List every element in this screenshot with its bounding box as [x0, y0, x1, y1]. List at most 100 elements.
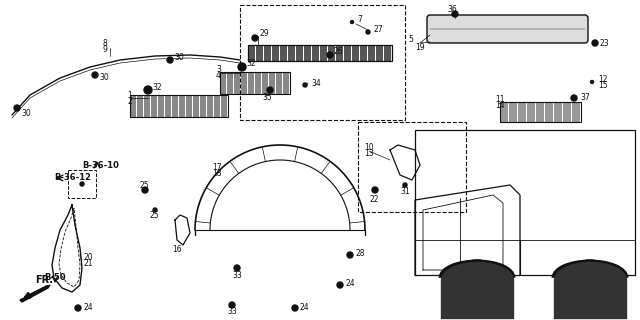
- Bar: [500, 102, 508, 122]
- Text: 3: 3: [216, 66, 221, 75]
- Text: 26: 26: [334, 47, 344, 57]
- Bar: [240, 5, 405, 120]
- FancyBboxPatch shape: [427, 15, 588, 43]
- Bar: [312, 45, 319, 61]
- Bar: [248, 45, 255, 61]
- Text: 14: 14: [495, 101, 504, 110]
- Bar: [130, 95, 228, 117]
- Text: 18: 18: [212, 170, 221, 179]
- Bar: [165, 95, 171, 117]
- Bar: [241, 72, 247, 94]
- Bar: [509, 102, 517, 122]
- Bar: [214, 95, 220, 117]
- Bar: [186, 95, 192, 117]
- Text: 15: 15: [598, 82, 607, 91]
- Bar: [207, 95, 213, 117]
- Text: 29: 29: [259, 29, 269, 38]
- Text: 4: 4: [216, 71, 221, 81]
- Circle shape: [366, 30, 370, 34]
- Circle shape: [167, 57, 173, 63]
- Text: FR.: FR.: [35, 275, 53, 285]
- Bar: [536, 102, 544, 122]
- Bar: [220, 72, 290, 94]
- Text: B-36-10: B-36-10: [82, 162, 119, 171]
- Bar: [376, 45, 383, 61]
- Text: 33: 33: [227, 307, 237, 316]
- Text: 21: 21: [84, 259, 93, 268]
- Text: 34: 34: [311, 78, 321, 87]
- Text: B-50: B-50: [44, 274, 66, 283]
- Text: 28: 28: [355, 249, 365, 258]
- Text: 25: 25: [140, 180, 150, 189]
- Bar: [220, 72, 226, 94]
- Text: 5: 5: [408, 36, 413, 44]
- Bar: [248, 45, 392, 61]
- Text: 30: 30: [174, 53, 184, 62]
- Bar: [527, 102, 535, 122]
- Bar: [280, 45, 287, 61]
- Text: 33: 33: [232, 270, 242, 279]
- Circle shape: [238, 63, 246, 71]
- Bar: [304, 45, 311, 61]
- Circle shape: [75, 305, 81, 311]
- Circle shape: [327, 52, 333, 58]
- Circle shape: [592, 40, 598, 46]
- Text: 13: 13: [364, 149, 374, 158]
- Text: 32: 32: [246, 60, 255, 68]
- Circle shape: [229, 302, 235, 308]
- Circle shape: [92, 72, 98, 78]
- Bar: [193, 95, 199, 117]
- Text: 17: 17: [212, 164, 221, 172]
- Text: 12: 12: [598, 76, 607, 84]
- Bar: [179, 95, 185, 117]
- Circle shape: [153, 208, 157, 212]
- Bar: [336, 45, 343, 61]
- Text: B-36-12: B-36-12: [54, 173, 91, 182]
- Circle shape: [351, 20, 353, 23]
- Circle shape: [234, 265, 240, 271]
- Circle shape: [292, 305, 298, 311]
- Bar: [518, 102, 526, 122]
- Circle shape: [303, 83, 307, 87]
- Bar: [68, 170, 96, 198]
- Bar: [358, 122, 466, 212]
- Text: 27: 27: [373, 26, 383, 35]
- Bar: [368, 45, 375, 61]
- Circle shape: [80, 182, 84, 186]
- Text: 22: 22: [370, 196, 380, 204]
- Text: 30: 30: [99, 74, 109, 83]
- Bar: [200, 95, 206, 117]
- Bar: [320, 45, 327, 61]
- Bar: [158, 95, 164, 117]
- Circle shape: [403, 183, 407, 187]
- Bar: [151, 95, 157, 117]
- Circle shape: [347, 252, 353, 258]
- Bar: [262, 72, 268, 94]
- Text: 8: 8: [102, 39, 108, 49]
- Text: 20: 20: [84, 253, 93, 262]
- Bar: [248, 72, 254, 94]
- Bar: [563, 102, 571, 122]
- Text: 35: 35: [262, 93, 272, 102]
- Text: 30: 30: [21, 109, 31, 118]
- Text: 1: 1: [127, 92, 132, 100]
- Text: 23: 23: [600, 38, 610, 47]
- Bar: [296, 45, 303, 61]
- Bar: [283, 72, 289, 94]
- Circle shape: [337, 282, 343, 288]
- Bar: [328, 45, 335, 61]
- Text: 37: 37: [580, 93, 589, 102]
- Text: 11: 11: [495, 95, 504, 105]
- Text: SJCAB4210: SJCAB4210: [562, 311, 600, 317]
- Circle shape: [591, 81, 593, 84]
- Bar: [255, 72, 261, 94]
- Text: 24: 24: [83, 303, 93, 313]
- Text: 16: 16: [172, 245, 182, 254]
- Text: 9: 9: [102, 45, 108, 54]
- Bar: [130, 95, 136, 117]
- Text: 32: 32: [152, 83, 162, 92]
- Bar: [221, 95, 227, 117]
- Bar: [384, 45, 391, 61]
- Bar: [227, 72, 233, 94]
- Circle shape: [452, 11, 458, 17]
